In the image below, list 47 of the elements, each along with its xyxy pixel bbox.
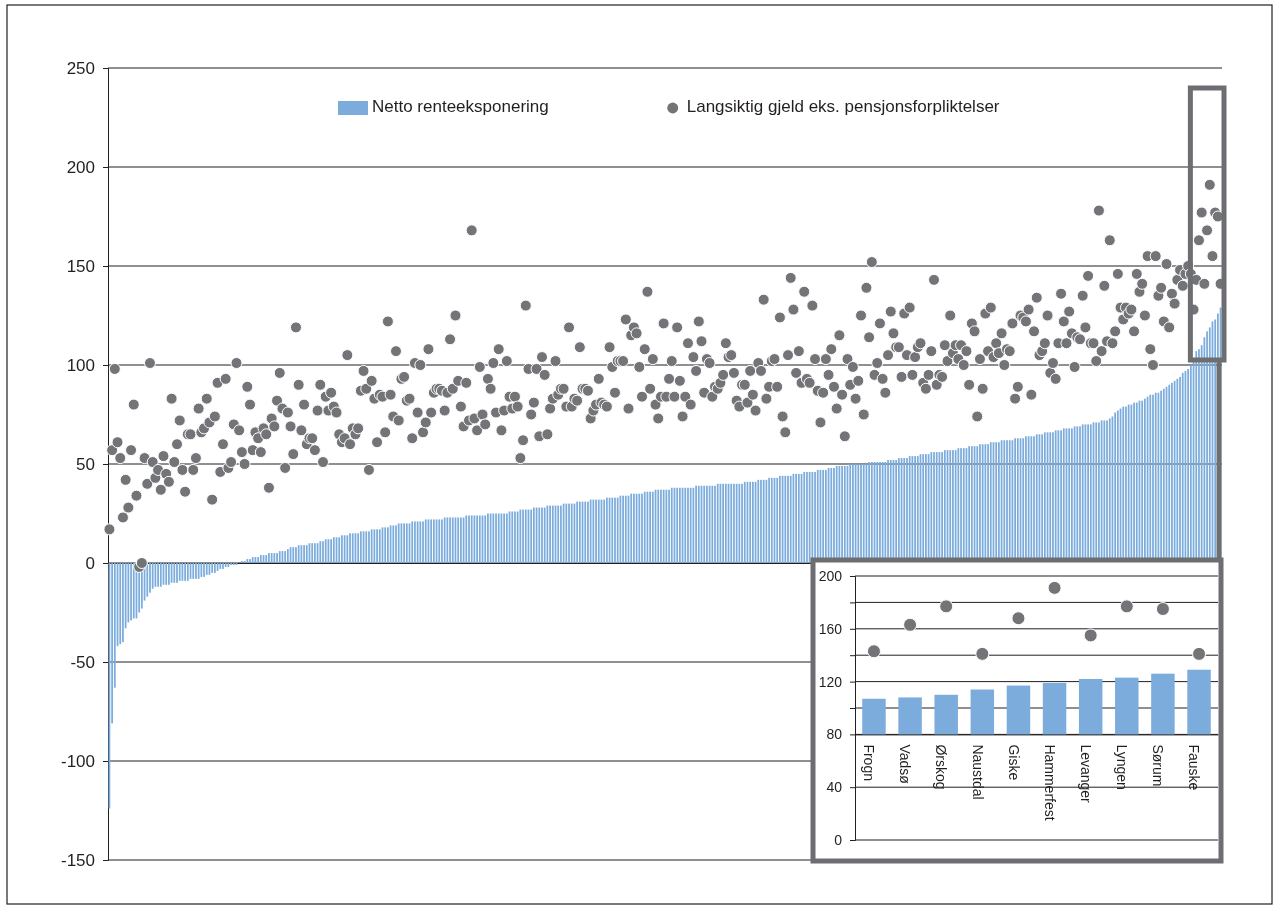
x-tick-label: Levanger <box>1077 744 1094 804</box>
bar <box>934 694 958 735</box>
y-tick-label: 250 <box>66 58 95 78</box>
x-tick-label: Sørum <box>1150 744 1167 787</box>
y-tick-label: 40 <box>826 779 843 796</box>
bar <box>862 698 886 735</box>
legend-label: Netto renteeksponering <box>372 97 549 117</box>
y-tick-label: -150 <box>60 850 95 870</box>
bar <box>898 697 922 735</box>
point <box>1155 602 1170 616</box>
x-tick-label: Vadsø <box>897 744 914 785</box>
legend-label: Langsiktig gjeld eks. pensjonsforpliktelser <box>686 97 1000 117</box>
y-tick-label: 200 <box>818 567 843 584</box>
point <box>903 617 918 632</box>
x-tick-label: Ørskog <box>933 744 950 790</box>
x-tick-label: Hammerfest <box>1041 744 1058 821</box>
point <box>939 599 954 614</box>
y-tick-label: -100 <box>60 751 95 771</box>
y-tick-label: 200 <box>66 157 95 177</box>
y-tick-label: 150 <box>66 256 95 276</box>
x-tick-label: Naustdal <box>969 744 986 800</box>
y-tick-label: 0 <box>85 553 95 573</box>
y-tick-label: -50 <box>70 652 95 672</box>
bar <box>970 689 995 735</box>
x-tick-label: Frogn <box>861 744 878 781</box>
y-tick-label: 100 <box>66 355 95 375</box>
point <box>1083 628 1098 643</box>
bar <box>1151 673 1175 735</box>
x-tick-label: Giske <box>1005 744 1022 781</box>
bar <box>1115 677 1139 735</box>
x-tick-label: Lyngen <box>1114 744 1131 790</box>
point <box>1119 599 1134 614</box>
bar <box>1187 669 1211 735</box>
point <box>975 646 990 661</box>
bar <box>1006 685 1031 735</box>
bar <box>1042 682 1067 735</box>
point <box>1011 611 1026 626</box>
x-tick-label: Fauske <box>1186 744 1203 791</box>
y-tick-label: 160 <box>818 620 843 637</box>
point <box>866 644 881 659</box>
y-tick-label: 50 <box>76 454 95 474</box>
y-tick-label: 0 <box>834 831 843 848</box>
y-tick-label: 120 <box>818 673 843 690</box>
point <box>1192 646 1207 661</box>
point <box>1047 580 1062 595</box>
y-tick-label: 80 <box>826 726 843 743</box>
bar <box>1078 678 1103 735</box>
